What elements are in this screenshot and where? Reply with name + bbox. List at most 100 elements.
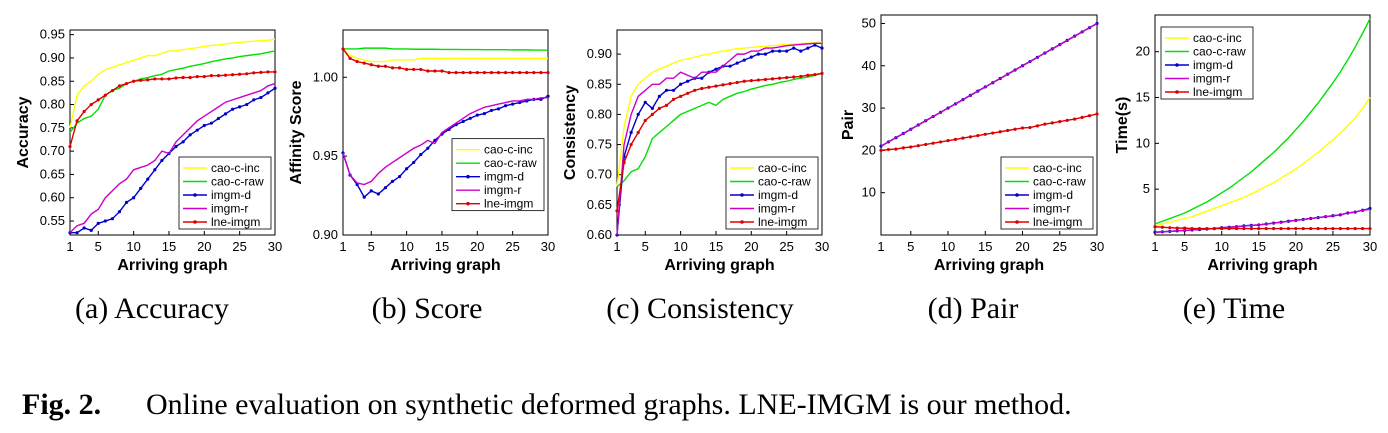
y-axis-title: Pair — [840, 110, 857, 140]
data-point-lne-imgm — [174, 76, 178, 80]
data-point-lne-imgm — [124, 81, 129, 86]
series-line-cao-c-inc — [616, 41, 823, 187]
data-point-imgm-d — [181, 140, 185, 144]
data-point-lne-imgm — [1338, 226, 1342, 231]
data-point-lne-imgm — [770, 77, 775, 81]
x-tick-label: 25 — [1326, 239, 1340, 254]
data-point-lne-imgm — [1227, 226, 1231, 231]
data-point-lne-imgm — [1272, 226, 1276, 231]
data-point-lne-imgm — [1087, 114, 1092, 118]
legend-marker-lne-imgm — [740, 220, 744, 224]
data-point-lne-imgm — [1073, 117, 1077, 121]
legend-label-cao-c-inc: cao-c-inc — [758, 161, 807, 175]
data-point-imgm-d — [216, 116, 221, 121]
y-tick-label: 10 — [862, 185, 876, 200]
data-point-imgm-d — [482, 111, 486, 116]
data-point-imgm-d — [362, 195, 366, 199]
data-point-imgm-d — [813, 43, 817, 47]
data-point-lne-imgm — [909, 145, 913, 149]
data-point-lne-imgm — [1286, 226, 1291, 231]
data-point-lne-imgm — [489, 70, 494, 75]
subcaption: (e) Time — [1183, 292, 1286, 325]
data-point-imgm-d — [650, 106, 654, 110]
data-point-imgm-d — [369, 189, 373, 193]
data-point-imgm-d — [238, 105, 242, 109]
data-point-lne-imgm — [518, 70, 522, 75]
data-point-lne-imgm — [735, 80, 739, 85]
data-point-lne-imgm — [181, 75, 185, 80]
legend-label-imgm-r: imgm-r — [484, 183, 521, 197]
data-point-lne-imgm — [1323, 226, 1328, 231]
data-point-lne-imgm — [132, 79, 136, 83]
data-point-imgm-d — [383, 186, 388, 190]
series-line-cao-c-inc — [69, 38, 276, 128]
legend-label-lne-imgm: lne-imgm — [484, 197, 533, 211]
x-tick-label: 5 — [907, 239, 914, 254]
x-tick-label: 5 — [642, 239, 649, 254]
data-point-lne-imgm — [1309, 226, 1313, 231]
data-point-lne-imgm — [664, 103, 669, 107]
series-line-imgm-r — [616, 42, 822, 236]
data-point-lne-imgm — [1331, 226, 1335, 231]
data-point-lne-imgm — [1249, 226, 1253, 231]
legend-marker-imgm-d — [740, 193, 744, 197]
x-tick-label: 10 — [1214, 239, 1228, 254]
data-point-lne-imgm — [103, 93, 107, 97]
legend-label-imgm-r: imgm-r — [758, 202, 795, 216]
data-point-lne-imgm — [1050, 121, 1054, 125]
legend-marker-lne-imgm — [193, 220, 197, 224]
x-tick-label: 15 — [709, 239, 723, 254]
data-point-lne-imgm — [1242, 226, 1246, 231]
chart-panel-3: 1 5 10 15 20 25 300.600.650.700.750.800.850.90… — [562, 29, 829, 325]
x-tick-label: 20 — [744, 239, 758, 254]
data-point-imgm-d — [132, 196, 136, 200]
data-point-imgm-d — [820, 46, 824, 50]
data-point-lne-imgm — [976, 133, 980, 138]
data-point-lne-imgm — [946, 139, 950, 143]
data-point-imgm-d — [756, 52, 760, 56]
data-point-imgm-d — [749, 55, 753, 59]
legend-label-lne-imgm: lne-imgm — [211, 215, 260, 229]
legend-label-imgm-d: imgm-d — [484, 170, 524, 184]
data-point-lne-imgm — [615, 209, 619, 213]
data-point-lne-imgm — [355, 59, 359, 64]
data-point-lne-imgm — [707, 85, 711, 89]
data-point-imgm-d — [230, 107, 235, 111]
y-tick-label: 0.60 — [587, 227, 612, 242]
x-tick-label: 20 — [1015, 239, 1029, 254]
legend-label-cao-c-raw: cao-c-raw — [1193, 45, 1246, 59]
data-point-lne-imgm — [146, 78, 150, 82]
data-point-lne-imgm — [195, 74, 199, 79]
legend-label-imgm-d: imgm-d — [1033, 188, 1073, 202]
series-line-cao-c-inc — [1154, 97, 1371, 227]
data-point-lne-imgm — [468, 70, 472, 75]
data-point-lne-imgm — [461, 70, 465, 75]
legend-label-cao-c-raw: cao-c-raw — [484, 156, 537, 170]
data-point-imgm-d — [742, 58, 746, 62]
data-point-lne-imgm — [511, 70, 515, 75]
x-axis-title: Arriving graph — [664, 257, 774, 274]
data-point-imgm-d — [489, 108, 494, 113]
data-point-imgm-d — [390, 179, 395, 183]
y-axis-title: Accuracy — [15, 96, 32, 168]
legend-marker-imgm-d — [1175, 63, 1179, 67]
data-point-lne-imgm — [1013, 127, 1017, 131]
data-point-lne-imgm — [998, 130, 1002, 134]
data-point-lne-imgm — [728, 82, 732, 86]
y-tick-label: 0.85 — [40, 73, 65, 88]
data-point-lne-imgm — [1168, 226, 1172, 230]
data-point-imgm-d — [518, 100, 522, 105]
data-point-lne-imgm — [532, 70, 536, 75]
legend-box — [451, 138, 545, 212]
data-point-imgm-d — [714, 67, 718, 71]
data-point-imgm-d — [153, 168, 157, 172]
data-point-lne-imgm — [273, 70, 277, 74]
y-tick-label: 0.70 — [587, 167, 612, 182]
data-point-lne-imgm — [894, 147, 898, 151]
data-point-lne-imgm — [657, 106, 662, 110]
x-tick-label: 15 — [435, 239, 449, 254]
data-point-lne-imgm — [117, 84, 122, 88]
